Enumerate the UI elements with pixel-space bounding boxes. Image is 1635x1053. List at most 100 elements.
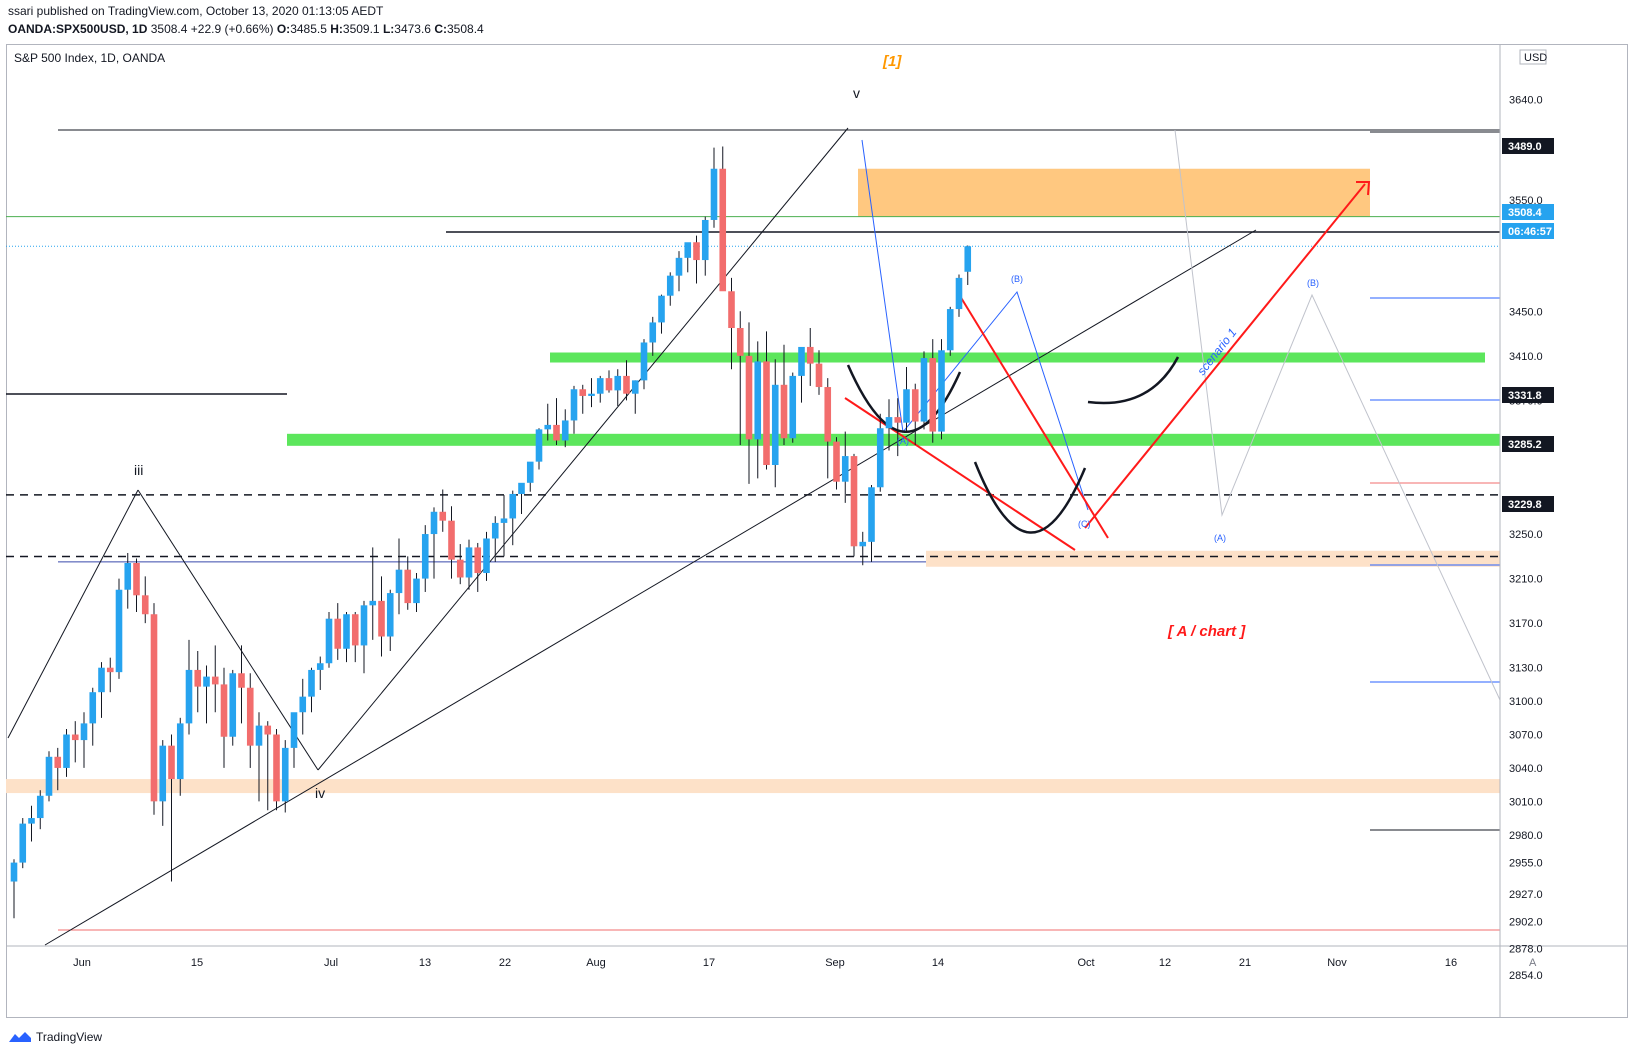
cup-curve-3 (1087, 356, 1180, 405)
candle-body (920, 358, 928, 422)
candle-body (806, 346, 814, 364)
candle-body (176, 723, 184, 780)
candle-body (666, 275, 674, 296)
candle-body (395, 569, 403, 594)
price-axis-tick: 3550.0 (1509, 195, 1543, 207)
candle-body (439, 511, 447, 521)
candle-body (754, 361, 762, 440)
projection-path (1174, 129, 1501, 701)
candle-body (413, 578, 420, 604)
time-axis-tick: Oct (1077, 957, 1094, 969)
candle-body (526, 461, 534, 483)
price-label-text: 3331.8 (1508, 390, 1542, 402)
candle-body (325, 618, 333, 664)
candle-body (308, 669, 315, 697)
candle-body (693, 242, 700, 261)
candle-body (841, 456, 849, 482)
price-label-badge (1502, 138, 1554, 154)
candle-body (106, 667, 114, 673)
symbol-info-line: OANDA:SPX500USD, 1D 3508.4 +22.9 (+0.66%… (8, 22, 484, 36)
candle-body (316, 663, 324, 670)
time-axis-tick: 22 (499, 957, 511, 969)
open-label: O: (276, 22, 291, 36)
candle-body (378, 600, 385, 637)
tradingview-footer[interactable]: TradingView (8, 1030, 102, 1044)
price-axis-tick: 3100.0 (1509, 696, 1543, 708)
candle-body (658, 295, 665, 323)
candle-body (474, 547, 482, 574)
price-label-badge (1502, 496, 1554, 512)
candle-body (649, 322, 657, 343)
time-axis-tick: 13 (419, 957, 431, 969)
candle-body (911, 389, 919, 422)
candle-body (719, 168, 727, 292)
high-value: 3509.1 (342, 22, 380, 36)
price-axis-tick: 3040.0 (1509, 763, 1543, 775)
high-label: H: (330, 22, 343, 36)
candle-body (509, 493, 517, 519)
price-label-text: 3508.4 (1508, 207, 1543, 219)
price-label-badge (1502, 387, 1554, 403)
price-axis-tick: 3250.0 (1509, 529, 1543, 541)
candle-body (903, 389, 910, 423)
candle-body (771, 384, 779, 465)
tradingview-logo-icon (9, 1032, 31, 1042)
candle-body (789, 375, 797, 439)
support-zone-bottom (6, 779, 1500, 794)
candle-body (859, 541, 867, 547)
candle-body (10, 862, 18, 882)
low-label: L: (382, 22, 395, 36)
candle-body (168, 745, 175, 780)
candle-body (456, 559, 464, 578)
price-axis-tick: 2878.0 (1509, 943, 1543, 955)
candle-body (351, 614, 359, 646)
price-label-text: 3229.8 (1508, 499, 1542, 511)
candle-body (220, 684, 228, 737)
candle-body (281, 747, 289, 802)
close-label: C: (434, 22, 447, 36)
currency-badge (1519, 49, 1547, 65)
candle-body (299, 696, 307, 713)
candle-body (159, 745, 167, 802)
low-value: 3473.6 (394, 22, 431, 36)
time-axis-tick: Nov (1327, 957, 1347, 969)
candle-body (185, 669, 193, 724)
candle-body (273, 734, 280, 802)
wave-label-iv: iv (315, 785, 325, 801)
close-value: 3508.4 (447, 22, 484, 36)
price-label-text: 06:46:57 (1508, 226, 1552, 238)
candle-body (141, 595, 149, 615)
candle-body (115, 589, 123, 673)
candle-body (133, 563, 140, 596)
time-axis-tick: Jul (324, 957, 338, 969)
candle-body (194, 669, 202, 687)
candle-body (579, 389, 587, 396)
candle-body (491, 522, 499, 539)
candle-body (28, 818, 35, 824)
candle-body (246, 687, 254, 746)
price-label-text: 3489.0 (1508, 141, 1542, 153)
candle-body (535, 429, 543, 462)
red-trend-line-2 (959, 295, 1109, 539)
wave-label-v: v (853, 85, 860, 101)
price-change: +22.9 (+0.66%) (190, 22, 274, 36)
candle-body (264, 725, 272, 735)
chart-frame (6, 44, 1628, 1018)
symbol-name[interactable]: OANDA:SPX500USD, 1D (8, 22, 148, 36)
candle-body (588, 393, 595, 396)
price-axis-tick: 2955.0 (1509, 858, 1543, 870)
candle-body (98, 667, 105, 693)
candle-body (89, 692, 97, 724)
candle-body (894, 417, 902, 423)
wave-label-B-1: (B) (1011, 274, 1023, 284)
candle-body (386, 593, 394, 637)
price-axis-tick: 3170.0 (1509, 618, 1543, 630)
price-axis-tick: 2902.0 (1509, 917, 1543, 929)
arrow-head (1356, 181, 1371, 196)
candle-body (36, 795, 44, 819)
auto-scale-button: A (1529, 957, 1537, 969)
candle-body (19, 823, 27, 863)
candle-body (238, 673, 245, 688)
support-zone-upper (550, 352, 1485, 363)
